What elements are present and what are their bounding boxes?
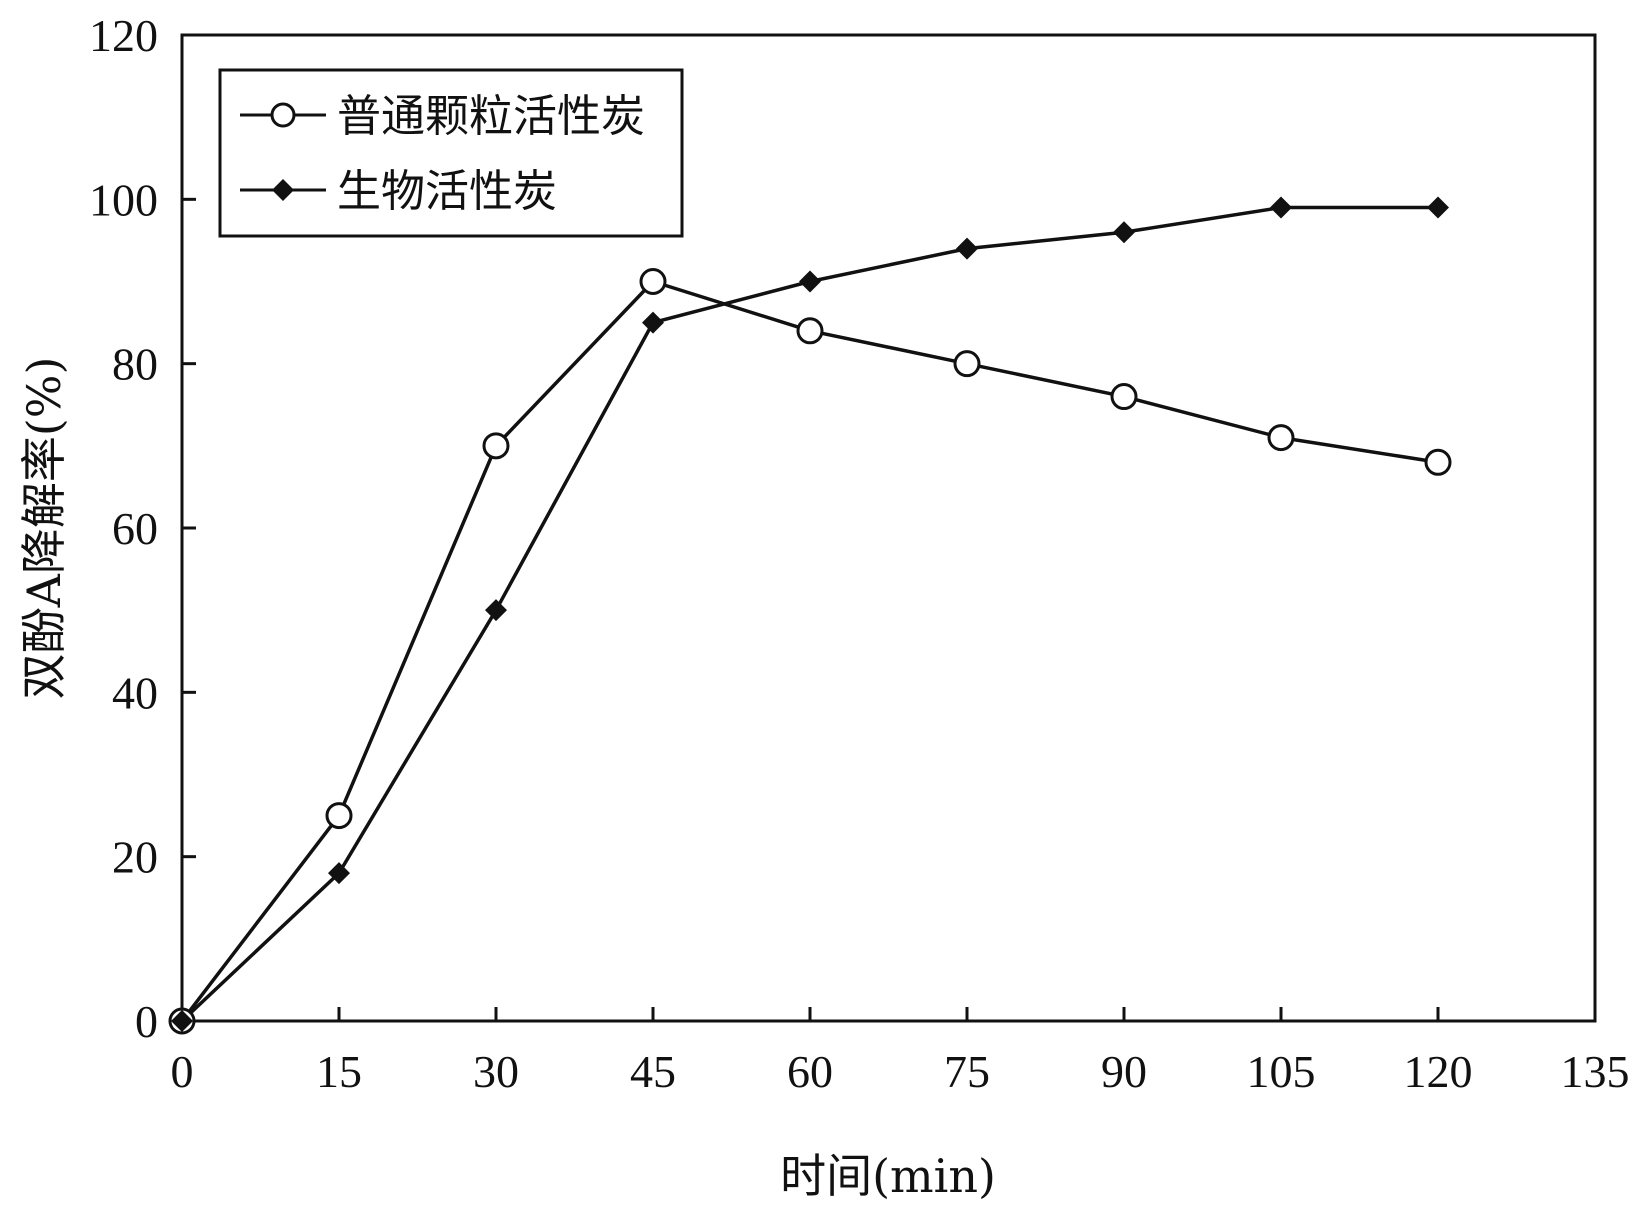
x-tick-label: 90 [1101, 1046, 1147, 1097]
legend-label-biological-ac: 生物活性炭 [337, 166, 557, 217]
series-layer [168, 196, 1452, 1035]
data-point-ordinary-gac [796, 317, 824, 345]
legend-marker-biological-ac [272, 179, 294, 201]
data-point-biological-ac [171, 1010, 193, 1032]
data-point-biological-ac [642, 311, 664, 334]
legend-box [218, 68, 684, 238]
data-point-biological-ac [799, 270, 821, 293]
x-tick-label: 105 [1247, 1046, 1316, 1097]
data-point-ordinary-gac [639, 268, 667, 295]
y-tick-label: 60 [112, 503, 158, 554]
y-tick-label: 100 [89, 174, 158, 225]
x-axis-title: 时间(min) [780, 1149, 996, 1203]
y-axis-title: 双酚A降解率(%) [17, 357, 71, 700]
legend-label-ordinary-gac: 普通颗粒活性炭 [337, 91, 645, 142]
x-tick-label: 135 [1561, 1046, 1630, 1097]
data-point-biological-ac [485, 599, 507, 622]
legend: 普通颗粒活性炭 生物活性炭 [218, 68, 684, 238]
legend-marker-ordinary-gac [270, 102, 296, 128]
data-point-ordinary-gac [1110, 383, 1138, 411]
data-point-biological-ac [1427, 196, 1449, 219]
y-tick-label: 80 [112, 339, 158, 390]
data-point-ordinary-gac [953, 350, 981, 378]
y-tick-label: 20 [112, 832, 158, 883]
data-point-biological-ac [1270, 196, 1292, 219]
data-point-biological-ac [956, 237, 978, 260]
data-point-ordinary-gac [482, 432, 510, 460]
x-tick-label: 0 [171, 1046, 194, 1097]
data-point-biological-ac [328, 862, 350, 885]
data-point-ordinary-gac [1424, 448, 1452, 476]
series-line-ordinary-gac [180, 279, 1439, 1023]
x-tick-label: 30 [473, 1046, 519, 1097]
x-tick-label: 120 [1404, 1046, 1473, 1097]
x-tick-label: 15 [316, 1046, 362, 1097]
x-tick-label: 75 [944, 1046, 990, 1097]
y-tick-label: 40 [112, 667, 158, 718]
data-point-ordinary-gac [325, 802, 353, 830]
x-axis: 0 15 30 45 60 75 90 105 120 135 [171, 1007, 1630, 1097]
y-tick-label: 0 [135, 996, 158, 1047]
data-point-ordinary-gac [1267, 424, 1295, 452]
y-tick-label: 120 [89, 10, 158, 61]
x-tick-label: 45 [630, 1046, 676, 1097]
y-axis: 0 20 40 60 80 100 120 [89, 10, 196, 1047]
x-tick-label: 60 [787, 1046, 833, 1097]
data-point-biological-ac [1113, 221, 1135, 244]
